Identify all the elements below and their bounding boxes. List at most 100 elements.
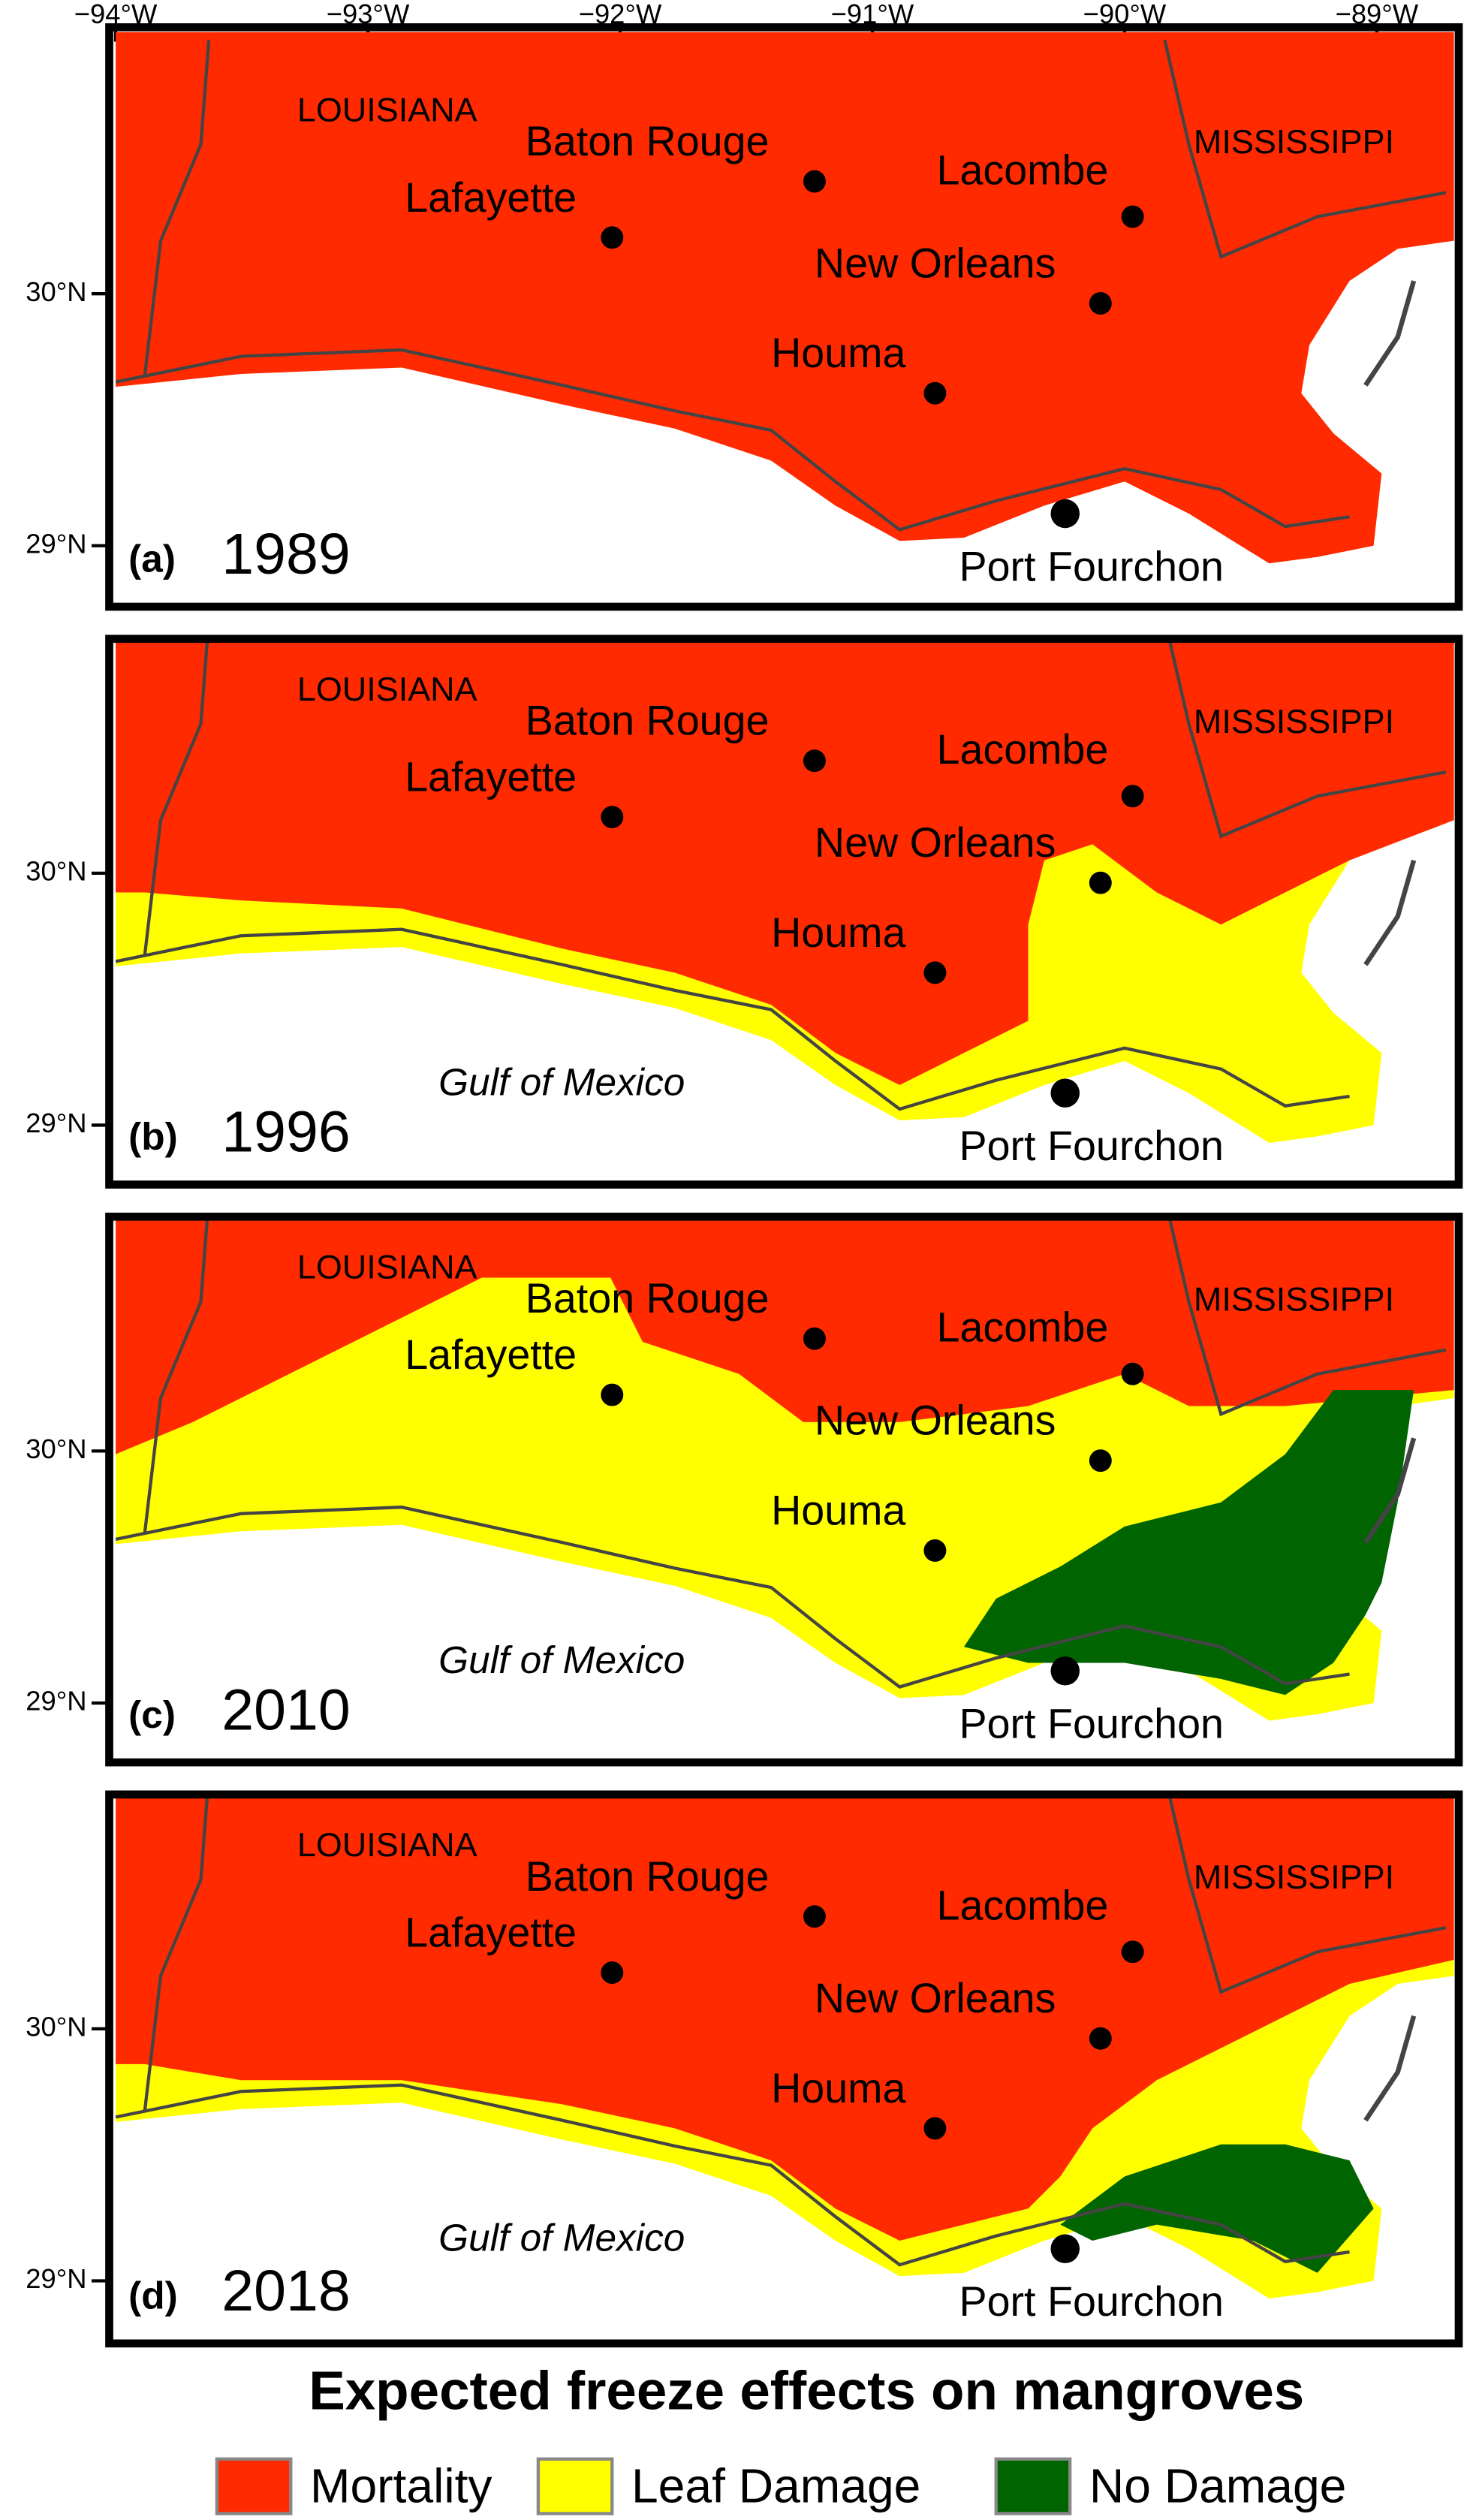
city-dot [1121,1940,1144,1964]
border [1163,39,1447,259]
city-dot [1089,871,1112,894]
place-name: LOUISIANA [297,1825,477,1864]
latitude-label: 29°N [26,528,86,559]
coastline [115,2083,1350,2267]
city-dot [601,226,624,249]
sea-name: Gulf of Mexico [438,2217,685,2259]
place-name: Baton Rouge [526,1275,770,1322]
latitude-label: 29°N [26,2263,86,2294]
place-name: New Orleans [815,1397,1056,1444]
freeze-region [116,1216,1454,1454]
panel-label: (a) [128,538,176,580]
sea-name: Gulf of Mexico [438,1061,685,1104]
panel-year: 1996 [221,1100,350,1165]
legend-swatch [994,2457,1072,2515]
panel [115,32,1454,564]
place-name: Houma [771,330,905,376]
place-name: New Orleans [815,240,1056,287]
place-name: Lacombe [937,726,1109,773]
place-name: New Orleans [815,1975,1056,2021]
panel-frame [105,635,1463,1189]
sea-name: Gulf of Mexico [438,1638,685,1681]
city-dot [1121,205,1144,228]
place-name: Port Fourchon [959,2278,1224,2325]
legend-label: Mortality [310,2458,493,2512]
panel-label: (b) [128,1115,178,1158]
city-dot [1050,1078,1080,1108]
city-dot [803,170,826,193]
city-dot [923,1539,947,1562]
latitude-label: 30°N [26,2012,86,2042]
panel-frame [105,23,1463,611]
city-dot [601,1383,624,1406]
place-name: LOUISIANA [297,670,477,708]
panel-year: 1989 [221,522,350,586]
coastline [115,927,1350,1111]
coastline [1363,1437,1417,1544]
place-name: Lacombe [937,147,1109,194]
coastline [115,348,1350,532]
place-name: Lacombe [937,1882,1109,1928]
place-name: Houma [771,2065,905,2112]
city-dot [923,961,947,984]
place-name: Lacombe [937,1304,1109,1351]
freeze-region [116,638,1454,1086]
latitude-label: 30°N [26,276,86,307]
place-name: Houma [771,1487,905,1533]
city-dot [803,1905,826,1928]
panel-frame [105,1790,1463,2348]
place-name: Houma [771,909,905,956]
place-name: MISSISSIPPI [1194,1858,1394,1896]
city-dot [923,2117,947,2140]
freeze-region [963,1390,1414,1696]
city-dot [923,381,947,405]
place-name: MISSISSIPPI [1194,122,1394,161]
coastline [115,1506,1350,1689]
place-name: LOUISIANA [297,91,477,129]
city-dot [1121,785,1144,808]
place-name: Lafayette [405,174,577,221]
border [1167,638,1447,839]
legend-label: Leaf Damage [631,2458,920,2512]
city-dot [1121,1362,1144,1385]
coastline [1363,859,1417,966]
panel-frame [105,1212,1463,1767]
border [143,1794,209,2113]
border [143,40,211,378]
place-name: Lafayette [405,1910,577,1956]
legend-title: Expected freeze effects on mangroves [309,2360,1304,2421]
city-dot [601,1961,624,1985]
city-dot [1050,2234,1080,2263]
place-name: Baton Rouge [526,118,770,164]
latitude-label: 29°N [26,1686,86,1717]
coastline [1363,280,1417,387]
place-name: Port Fourchon [959,1123,1224,1169]
place-name: Lafayette [405,754,577,800]
city-dot [1089,2027,1112,2050]
city-dot [1050,499,1080,529]
freeze-region [1060,2144,1374,2273]
latitude-label: 30°N [26,855,86,886]
city-dot [1089,292,1112,315]
place-name: LOUISIANA [297,1248,477,1286]
city-dot [803,1327,826,1350]
legend-label: No Damage [1089,2458,1347,2512]
legend-swatch [536,2457,614,2515]
legend-swatch [215,2457,293,2515]
border [143,1216,209,1535]
coastline [1363,2015,1417,2122]
latitude-label: 29°N [26,1108,86,1138]
panel [115,638,1454,1143]
city-dot [803,749,826,773]
border [1167,1216,1447,1417]
city-dot [1089,1449,1112,1473]
place-name: Baton Rouge [526,1853,770,1900]
panel-year: 2010 [221,1677,350,1742]
place-name: Lafayette [405,1331,577,1378]
freeze-region [116,32,1454,564]
place-name: Port Fourchon [959,1701,1224,1747]
place-name: Port Fourchon [959,544,1224,590]
panel [115,1794,1454,2299]
